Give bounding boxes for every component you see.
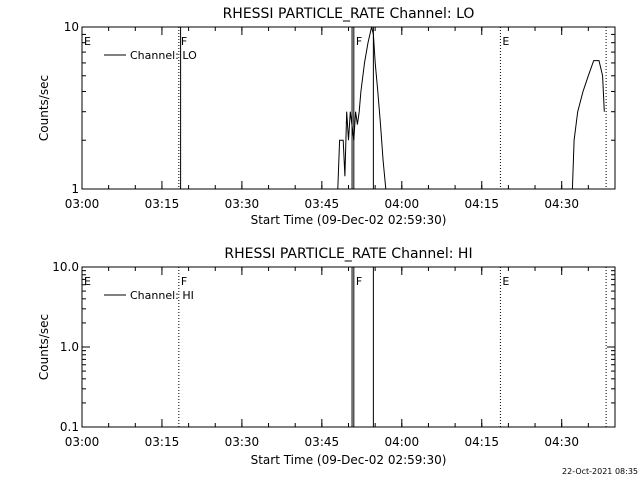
lo-xtick-label: 04:15 — [464, 197, 499, 211]
hi-xtick-label: 03:30 — [225, 435, 260, 449]
lo-marker-label: E — [502, 35, 509, 48]
hi-marker-label: E — [84, 275, 91, 288]
lo-xtick-label: 03:15 — [145, 197, 180, 211]
hi-ytick-label: 10.0 — [52, 260, 79, 274]
lo-ytick-label: 1 — [71, 182, 79, 196]
hi-xtick-label: 03:15 — [145, 435, 180, 449]
hi-xtick-label: 04:15 — [464, 435, 499, 449]
generation-timestamp: 22-Oct-2021 08:35 — [562, 467, 638, 476]
hi-legend-label: Channel: HI — [130, 289, 194, 302]
hi-xtick-label: 04:00 — [385, 435, 420, 449]
lo-marker-label: E — [84, 35, 91, 48]
hi-marker-label: F — [181, 275, 187, 288]
lo-xtick-label: 03:30 — [225, 197, 260, 211]
lo-legend-label: Channel: LO — [130, 49, 197, 62]
hi-ytick-label: 0.1 — [60, 420, 79, 434]
lo-xtick-label: 04:00 — [385, 197, 420, 211]
hi-ytick-label: 1.0 — [60, 340, 79, 354]
lo-channel-panel: RHESSI PARTICLE_RATE Channel: LO Start T… — [37, 6, 616, 227]
hi-marker-label: E — [502, 275, 509, 288]
lo-xtick-label: 04:30 — [544, 197, 579, 211]
lo-xtick-label: 03:00 — [65, 197, 100, 211]
hi-xtick-label: 04:30 — [544, 435, 579, 449]
lo-y-axis-label: Counts/sec — [37, 75, 51, 141]
hi-channel-panel: RHESSI PARTICLE_RATE Channel: HI Start T… — [37, 246, 616, 467]
lo-xtick-label: 03:45 — [305, 197, 340, 211]
lo-data-line — [337, 26, 387, 190]
lo-chart-title: RHESSI PARTICLE_RATE Channel: LO — [223, 6, 475, 22]
hi-marker-label: F — [356, 275, 362, 288]
lo-marker-label: F — [181, 35, 187, 48]
hi-x-axis-label: Start Time (09-Dec-02 02:59:30) — [251, 453, 447, 467]
lo-x-axis-label: Start Time (09-Dec-02 02:59:30) — [251, 213, 447, 227]
lo-marker-label: F — [356, 35, 362, 48]
hi-xtick-label: 03:00 — [65, 435, 100, 449]
hi-chart-title: RHESSI PARTICLE_RATE Channel: HI — [224, 246, 472, 262]
hi-xtick-label: 03:45 — [305, 435, 340, 449]
hi-y-axis-label: Counts/sec — [37, 314, 51, 380]
lo-data-line — [571, 60, 605, 190]
lo-ytick-label: 10 — [64, 20, 79, 34]
